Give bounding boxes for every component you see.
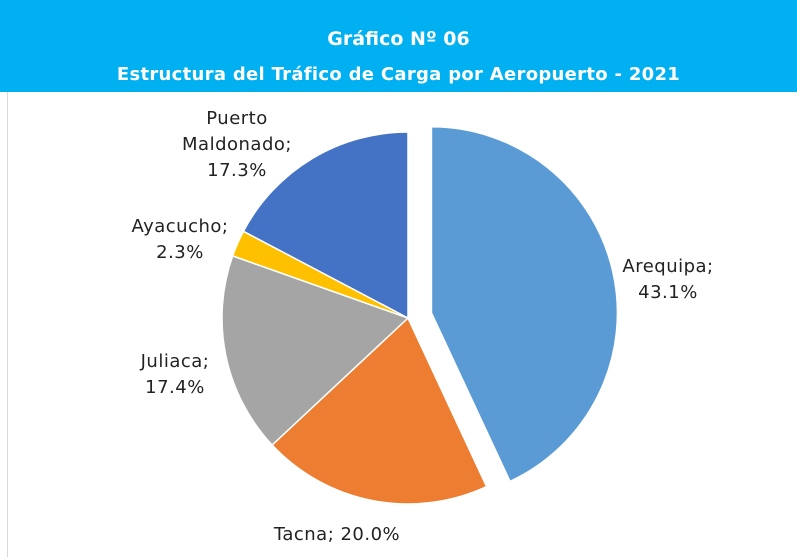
data-label: Juliaca; 17.4% — [140, 351, 210, 398]
chart-title: Gráfico Nº 06 — [327, 28, 470, 50]
header: Gráfico Nº 06 Estructura del Tráfico de … — [0, 0, 797, 92]
data-label: Puerto Maldonado; 17.3% — [182, 108, 292, 181]
data-label: Arequipa; 43.1% — [622, 256, 714, 303]
data-label: Ayacucho; 2.3% — [131, 216, 229, 263]
pie-slice — [242, 131, 409, 320]
data-label: Tacna; 20.0% — [273, 524, 401, 545]
pie-slice — [430, 126, 619, 483]
pie-slice — [221, 254, 410, 447]
pie-slice — [271, 316, 488, 505]
chart-subtitle: Estructura del Tráfico de Carga por Aero… — [116, 64, 681, 85]
frame — [7, 92, 8, 557]
